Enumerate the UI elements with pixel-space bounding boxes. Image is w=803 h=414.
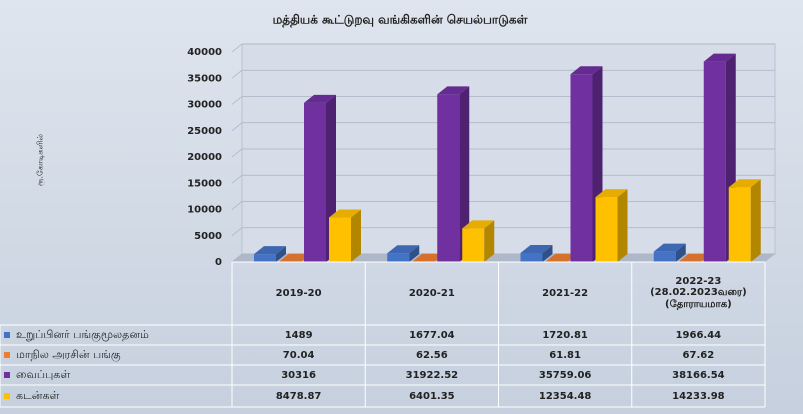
bar bbox=[387, 253, 410, 262]
bar-side bbox=[484, 220, 495, 262]
legend-entry: மாநில அரசின் பங்கு bbox=[0, 345, 232, 365]
bar-top bbox=[437, 86, 470, 95]
table-value: 1677.04 bbox=[409, 329, 455, 341]
floor bbox=[232, 254, 775, 262]
table-value: 12354.48 bbox=[538, 390, 592, 402]
legend-entry: வைப்புகள் bbox=[0, 365, 232, 385]
y-tick-label: 0 bbox=[215, 257, 222, 268]
table-value: 35759.06 bbox=[538, 369, 592, 381]
table-value: 38166.54 bbox=[672, 369, 725, 381]
legend-entry: உறுப்பினர் பங்குமூலதனம் bbox=[0, 325, 232, 345]
legend-label: கடன்கள் bbox=[16, 388, 60, 402]
bar bbox=[520, 252, 543, 262]
bar-side bbox=[542, 244, 553, 262]
table-value: 14233.98 bbox=[672, 390, 725, 402]
bar-top bbox=[595, 189, 628, 198]
bar bbox=[570, 74, 593, 262]
legend-swatch bbox=[4, 352, 10, 358]
bar bbox=[462, 228, 485, 262]
bar-side bbox=[750, 179, 761, 262]
y-axis-label: ரூ.கோடிகளில் bbox=[36, 134, 46, 186]
table-value: 31922.52 bbox=[405, 369, 459, 381]
bar-side bbox=[409, 245, 420, 262]
bar-top bbox=[412, 253, 445, 262]
bar-top bbox=[570, 66, 603, 75]
table-value: 1966.44 bbox=[675, 329, 722, 341]
bar-top bbox=[387, 245, 420, 254]
table-value: 62.56 bbox=[416, 349, 448, 361]
table-value: 6401.35 bbox=[409, 390, 455, 402]
legend-swatch bbox=[4, 332, 10, 338]
bar bbox=[595, 197, 618, 262]
bar-side bbox=[276, 246, 286, 262]
x-tick-label: 2022-23 (28.02.2023வரை) (தோராயமாக) bbox=[650, 276, 747, 310]
legend-label: மாநில அரசின் பங்கு bbox=[16, 347, 121, 361]
bar-side bbox=[459, 86, 470, 262]
bar-top bbox=[728, 179, 761, 188]
bar-top bbox=[462, 220, 495, 229]
bar-side bbox=[617, 189, 628, 262]
chart-title: மத்தியக் கூட்டுறவு வங்கிகளின் செயல்பாடுக… bbox=[273, 13, 528, 28]
x-tick-label: 2019-20 bbox=[275, 288, 322, 299]
bar-top bbox=[653, 243, 686, 252]
legend-label: வைப்புகள் bbox=[16, 367, 71, 381]
table-value: 67.62 bbox=[682, 349, 715, 361]
legend-label: உறுப்பினர் பங்குமூலதனம் bbox=[16, 327, 149, 341]
table-value: 61.81 bbox=[549, 349, 581, 361]
bar-top bbox=[678, 253, 711, 262]
table-value: 70.04 bbox=[282, 349, 315, 361]
bar bbox=[304, 102, 326, 262]
x-tick-label: 2020-21 bbox=[408, 288, 455, 299]
bar bbox=[437, 94, 460, 262]
table-value: 1720.81 bbox=[542, 329, 588, 341]
bar-top bbox=[304, 94, 336, 103]
bar bbox=[329, 217, 351, 262]
bar-top bbox=[279, 253, 311, 262]
legend-entry: கடன்கள் bbox=[0, 385, 232, 407]
bar bbox=[653, 251, 676, 262]
y-tick-label: 25000 bbox=[187, 126, 222, 137]
bar-top bbox=[703, 53, 736, 62]
bar bbox=[703, 61, 726, 262]
y-tick-label: 40000 bbox=[187, 47, 222, 58]
bar-top bbox=[329, 209, 361, 218]
grid-line bbox=[231, 43, 775, 53]
bar-top bbox=[545, 253, 578, 262]
bar bbox=[254, 254, 276, 262]
y-tick-label: 5000 bbox=[194, 231, 222, 242]
x-tick-label: 2021-22 bbox=[542, 288, 589, 299]
bar-side bbox=[675, 243, 686, 262]
y-tick-label: 15000 bbox=[187, 178, 222, 189]
legend-swatch bbox=[4, 372, 10, 378]
legend-swatch bbox=[4, 393, 10, 399]
table-value: 8478.87 bbox=[275, 390, 322, 402]
y-tick-label: 20000 bbox=[187, 152, 222, 163]
bar bbox=[728, 187, 751, 262]
bar-top bbox=[520, 244, 553, 253]
y-tick-label: 30000 bbox=[187, 100, 222, 111]
table-value: 30316 bbox=[281, 369, 317, 381]
bar-top bbox=[254, 246, 286, 255]
y-tick-label: 35000 bbox=[187, 73, 222, 84]
table-value: 1489 bbox=[284, 329, 313, 341]
bar-side bbox=[351, 209, 361, 262]
y-tick-label: 10000 bbox=[187, 205, 222, 216]
